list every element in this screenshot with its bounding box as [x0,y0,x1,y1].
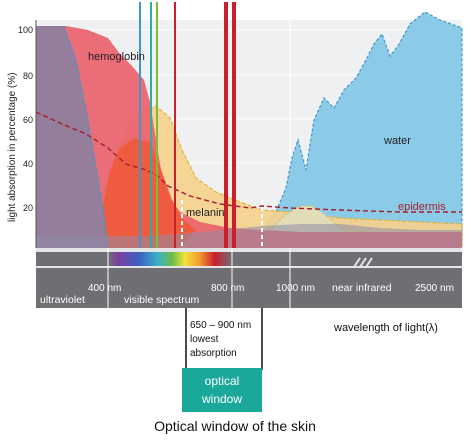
hemoglobin-deep [96,138,196,248]
band-visible: visible spectrum [124,294,200,306]
x-tick-1000: 1000 nm [276,283,315,294]
water-label: water [383,135,411,147]
visible-spectrum-bar [108,252,232,266]
x-tick-2500: 2500 nm [415,283,454,294]
x-tick-400: 400 nm [88,283,121,294]
tissue-baseline [36,224,462,248]
x-tick-labels: 400 nm 800 nm 1000 nm 2500 nm [88,283,454,294]
window-range: 650 – 900 nm [190,320,251,331]
uv-absorption-edge [63,25,109,249]
x-axis-label: wavelength of light(λ) [333,322,438,334]
y-tick-20: 20 [23,203,33,213]
y-tick-60: 60 [23,115,33,125]
badge-line2: window [201,392,242,406]
wavelength-bar [36,252,462,266]
y-tick-40: 40 [23,159,33,169]
window-note-line1: lowest [190,334,219,345]
optical-window-badge [182,368,262,412]
band-near-infrared: near infrared [332,282,392,294]
y-tick-100: 100 [18,25,33,35]
x-tick-800: 800 nm [211,283,244,294]
epidermis-curve [35,111,462,213]
y-tick-80: 80 [23,71,33,81]
y-axis-label: light absorption in percentage (%) [7,72,18,222]
y-tick-labels: 100 80 60 40 20 [18,25,33,213]
band-tick-marks [107,248,291,308]
wavelength-markers [139,2,236,248]
water-area [261,11,463,249]
band-ultraviolet: ultraviolet [40,294,85,306]
window-note-line2: absorption [190,348,237,359]
figure-caption: Optical window of the skin [154,418,316,434]
epidermis-label: epidermis [398,201,446,213]
badge-line1: optical [205,374,240,388]
hemoglobin-label: hemoglobin [88,51,145,63]
uv-absorption-area [36,26,108,248]
band-label-bar [36,268,462,308]
band-labels: ultraviolet visible spectrum near infrar… [40,282,392,306]
window-annotation: 650 – 900 nm lowest absorption [190,320,251,359]
melanin-label: melanin [186,207,225,219]
